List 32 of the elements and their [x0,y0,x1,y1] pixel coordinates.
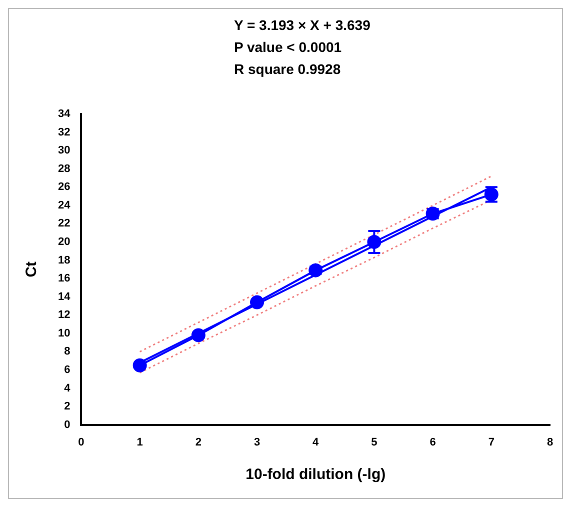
y-tick-label: 18 [58,254,70,266]
y-tick-label: 10 [58,327,70,340]
y-tick-label: 30 [58,144,70,157]
x-tick-label: 2 [195,436,202,448]
x-axis-title: 10-fold dilution (-lg) [246,466,386,484]
y-tick-label: 0 [64,418,70,431]
y-tick-label: 34 [58,108,72,120]
y-tick-label: 28 [58,162,70,175]
text: P value < 0.0001 [234,38,342,55]
x-tick-label: 3 [254,436,260,448]
text: Y = 3.193 × X + 3.639 [234,16,371,33]
y-axis-title: Ct [23,261,40,278]
y-tick-label: 16 [58,272,70,285]
y-tick-label: 4 [64,382,72,394]
y-tick-label: 32 [58,126,70,138]
y-tick-label: 8 [64,346,70,358]
x-tick-label: 6 [430,436,436,448]
x-tick-label: 5 [371,436,378,448]
x-tick-label: 7 [488,436,494,448]
y-tick-label: 14 [58,290,72,303]
x-tick-label: 1 [136,436,143,448]
x-tick-label: 4 [312,436,320,448]
y-tick-label: 20 [58,236,70,248]
y-tick-label: 2 [64,400,70,413]
y-tick-label: 22 [58,218,70,230]
x-tick-label: 8 [546,436,554,448]
y-tick-label: 24 [58,199,72,212]
y-tick-label: 12 [58,309,70,322]
x-tick-label: 0 [78,436,84,448]
y-tick-label: 26 [58,181,70,194]
y-tick-label: 6 [64,364,70,376]
text: R square 0.9928 [234,60,341,77]
